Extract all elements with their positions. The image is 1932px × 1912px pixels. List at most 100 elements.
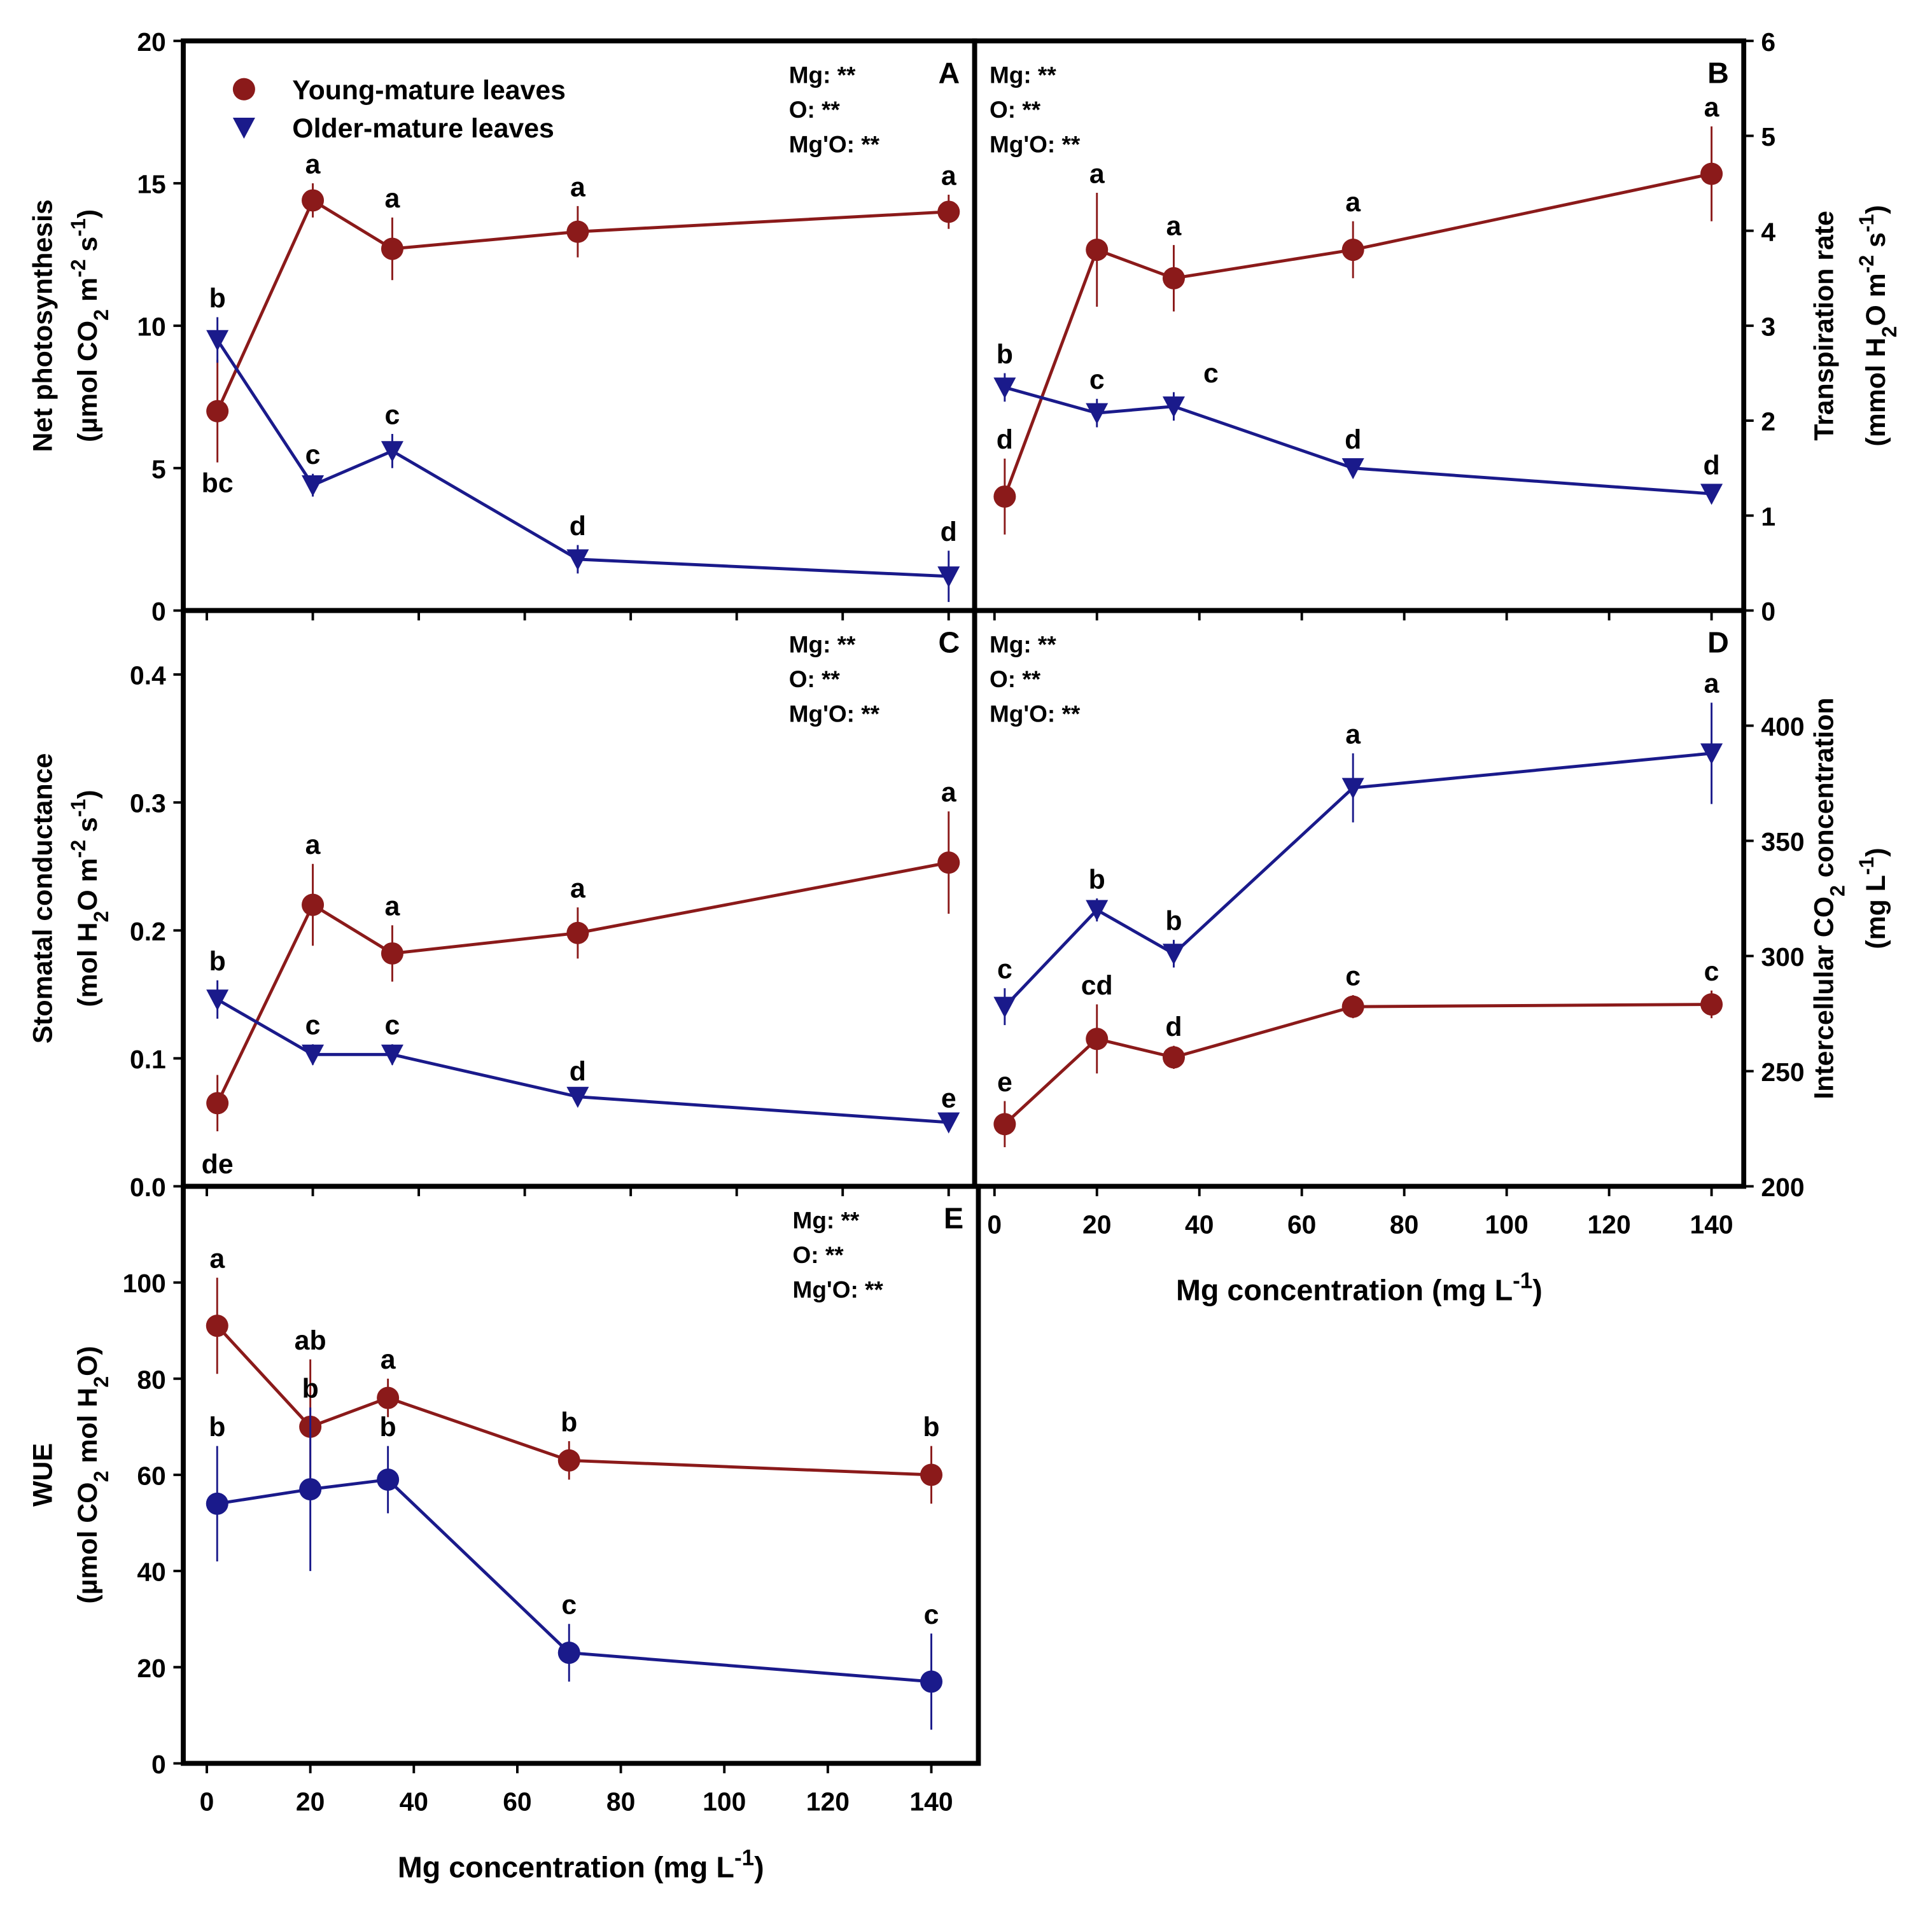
x-tick-label: 40 <box>400 1787 428 1816</box>
legend-marker <box>232 78 255 101</box>
y-axis-label-part: (µmol CO <box>73 321 103 442</box>
panel-letter: E <box>944 1202 963 1235</box>
data-point <box>302 1044 325 1066</box>
data-point <box>206 1315 228 1337</box>
data-point <box>1086 403 1109 424</box>
data-point <box>381 237 403 260</box>
data-point <box>1162 1046 1185 1069</box>
data-point <box>993 485 1016 508</box>
stat-annotation: Mg: ** <box>789 632 856 658</box>
data-point <box>1700 993 1723 1016</box>
y-axis-label-part: (mol H <box>73 923 103 1007</box>
stat-annotation: O: ** <box>789 666 841 692</box>
data-point <box>566 549 589 571</box>
x-tick-label: 80 <box>1390 1210 1418 1239</box>
y-tick-label: 0.0 <box>130 1173 166 1202</box>
y-tick-label: 40 <box>137 1558 165 1587</box>
significance-letter: b <box>1165 906 1182 937</box>
data-point <box>1700 743 1723 765</box>
series-line <box>1004 1003 1712 1126</box>
significance-letter: b <box>380 1412 396 1442</box>
y-tick-label: 60 <box>137 1462 165 1491</box>
stat-annotation: Mg: ** <box>990 632 1056 658</box>
y-tick-label: 6 <box>1761 27 1775 57</box>
y-axis-label: (mol H2O m-2 s-1) <box>67 790 113 1007</box>
x-tick-label: 100 <box>703 1787 746 1816</box>
data-point <box>1341 458 1364 480</box>
y-tick-label: 300 <box>1761 942 1804 972</box>
data-point <box>1341 239 1364 262</box>
y-axis-label-part: -2 <box>67 259 90 277</box>
significance-letter: e <box>997 1067 1012 1098</box>
y-tick-label: 0.1 <box>130 1045 166 1074</box>
significance-letter: b <box>561 1407 577 1437</box>
data-point <box>302 893 325 916</box>
x-axis-label-part: Mg concentration (mg L <box>1176 1274 1513 1307</box>
data-point <box>937 851 960 874</box>
y-axis-label-part: -1 <box>1855 857 1878 876</box>
significance-letter: ab <box>295 1325 326 1356</box>
significance-letter: cd <box>1081 970 1113 1001</box>
y-axis-label-part: (µmol CO <box>73 1482 103 1603</box>
significance-letter: b <box>209 1412 225 1442</box>
legend: Young-mature leaves Older-mature leaves <box>232 75 566 144</box>
data-point <box>1341 778 1364 799</box>
legend-label: Young-mature leaves <box>292 75 566 106</box>
data-point <box>1700 484 1723 505</box>
data-point <box>1162 944 1185 965</box>
data-point <box>1162 267 1185 290</box>
y-axis-label-part: 2 <box>90 1471 113 1483</box>
significance-letter: a <box>385 183 401 214</box>
data-point <box>1086 900 1109 921</box>
data-point <box>557 1449 580 1472</box>
stat-annotation: O: ** <box>789 97 841 123</box>
y-axis-label-part: 2 <box>90 1376 113 1388</box>
y-axis-label-part: 2 <box>90 309 113 321</box>
significance-letter: a <box>1345 187 1361 218</box>
data-point <box>1162 396 1185 418</box>
y-axis-label-part: (mg L <box>1861 875 1891 949</box>
significance-letter: a <box>305 830 321 860</box>
significance-letter: e <box>941 1083 956 1113</box>
y-axis-label-part: ) <box>73 209 103 218</box>
data-point <box>206 1492 228 1515</box>
y-axis-label-part: 2 <box>1826 885 1849 897</box>
significance-letter: d <box>997 424 1013 455</box>
x-tick-label: 140 <box>1690 1210 1733 1239</box>
x-axis-label-part: -1 <box>734 1845 754 1870</box>
x-axis-label: Mg concentration (mg L-1) <box>1176 1268 1543 1307</box>
panel-E: 0 20 40 60 80 100 0 20 40 60 80 100 120 140 WUE (µmol C… <box>28 1183 981 1883</box>
y-tick-label: 4 <box>1761 217 1775 246</box>
panel-letter: B <box>1707 56 1729 89</box>
significance-letter: a <box>305 150 321 180</box>
y-tick-label: 80 <box>137 1365 165 1394</box>
data-point <box>1341 995 1364 1018</box>
y-tick-label: 100 <box>123 1269 166 1298</box>
stat-annotation: Mg'O: ** <box>789 701 880 727</box>
data-point <box>993 377 1016 399</box>
x-tick-label: 120 <box>806 1787 850 1816</box>
significance-letter: b <box>1089 864 1105 895</box>
data-point <box>937 566 960 588</box>
x-tick-label: 40 <box>1185 1210 1214 1239</box>
y-axis-label-part: -2 <box>1855 255 1878 274</box>
y-tick-label: 3 <box>1761 312 1775 341</box>
significance-letter: c <box>385 400 400 430</box>
x-axis-label-part: Mg concentration (mg L <box>398 1850 734 1883</box>
y-axis-label-part: Stomatal conductance <box>28 753 59 1044</box>
significance-letter: a <box>570 874 586 904</box>
x-axis-label-part: -1 <box>1513 1268 1532 1293</box>
y-axis-label-part: ) <box>1861 848 1891 856</box>
stat-annotation: O: ** <box>990 666 1041 692</box>
stat-annotation: Mg: ** <box>789 62 856 88</box>
stat-annotation: Mg'O: ** <box>793 1277 884 1303</box>
y-axis-label-part: O m <box>73 858 103 911</box>
significance-letter: c <box>1704 956 1719 987</box>
y-axis-label-part: O) <box>73 1346 103 1376</box>
significance-letter: a <box>570 172 586 202</box>
stat-annotation: Mg: ** <box>990 62 1056 88</box>
x-tick-label: 20 <box>296 1787 325 1816</box>
data-point <box>206 1092 229 1115</box>
data-point <box>206 989 229 1011</box>
